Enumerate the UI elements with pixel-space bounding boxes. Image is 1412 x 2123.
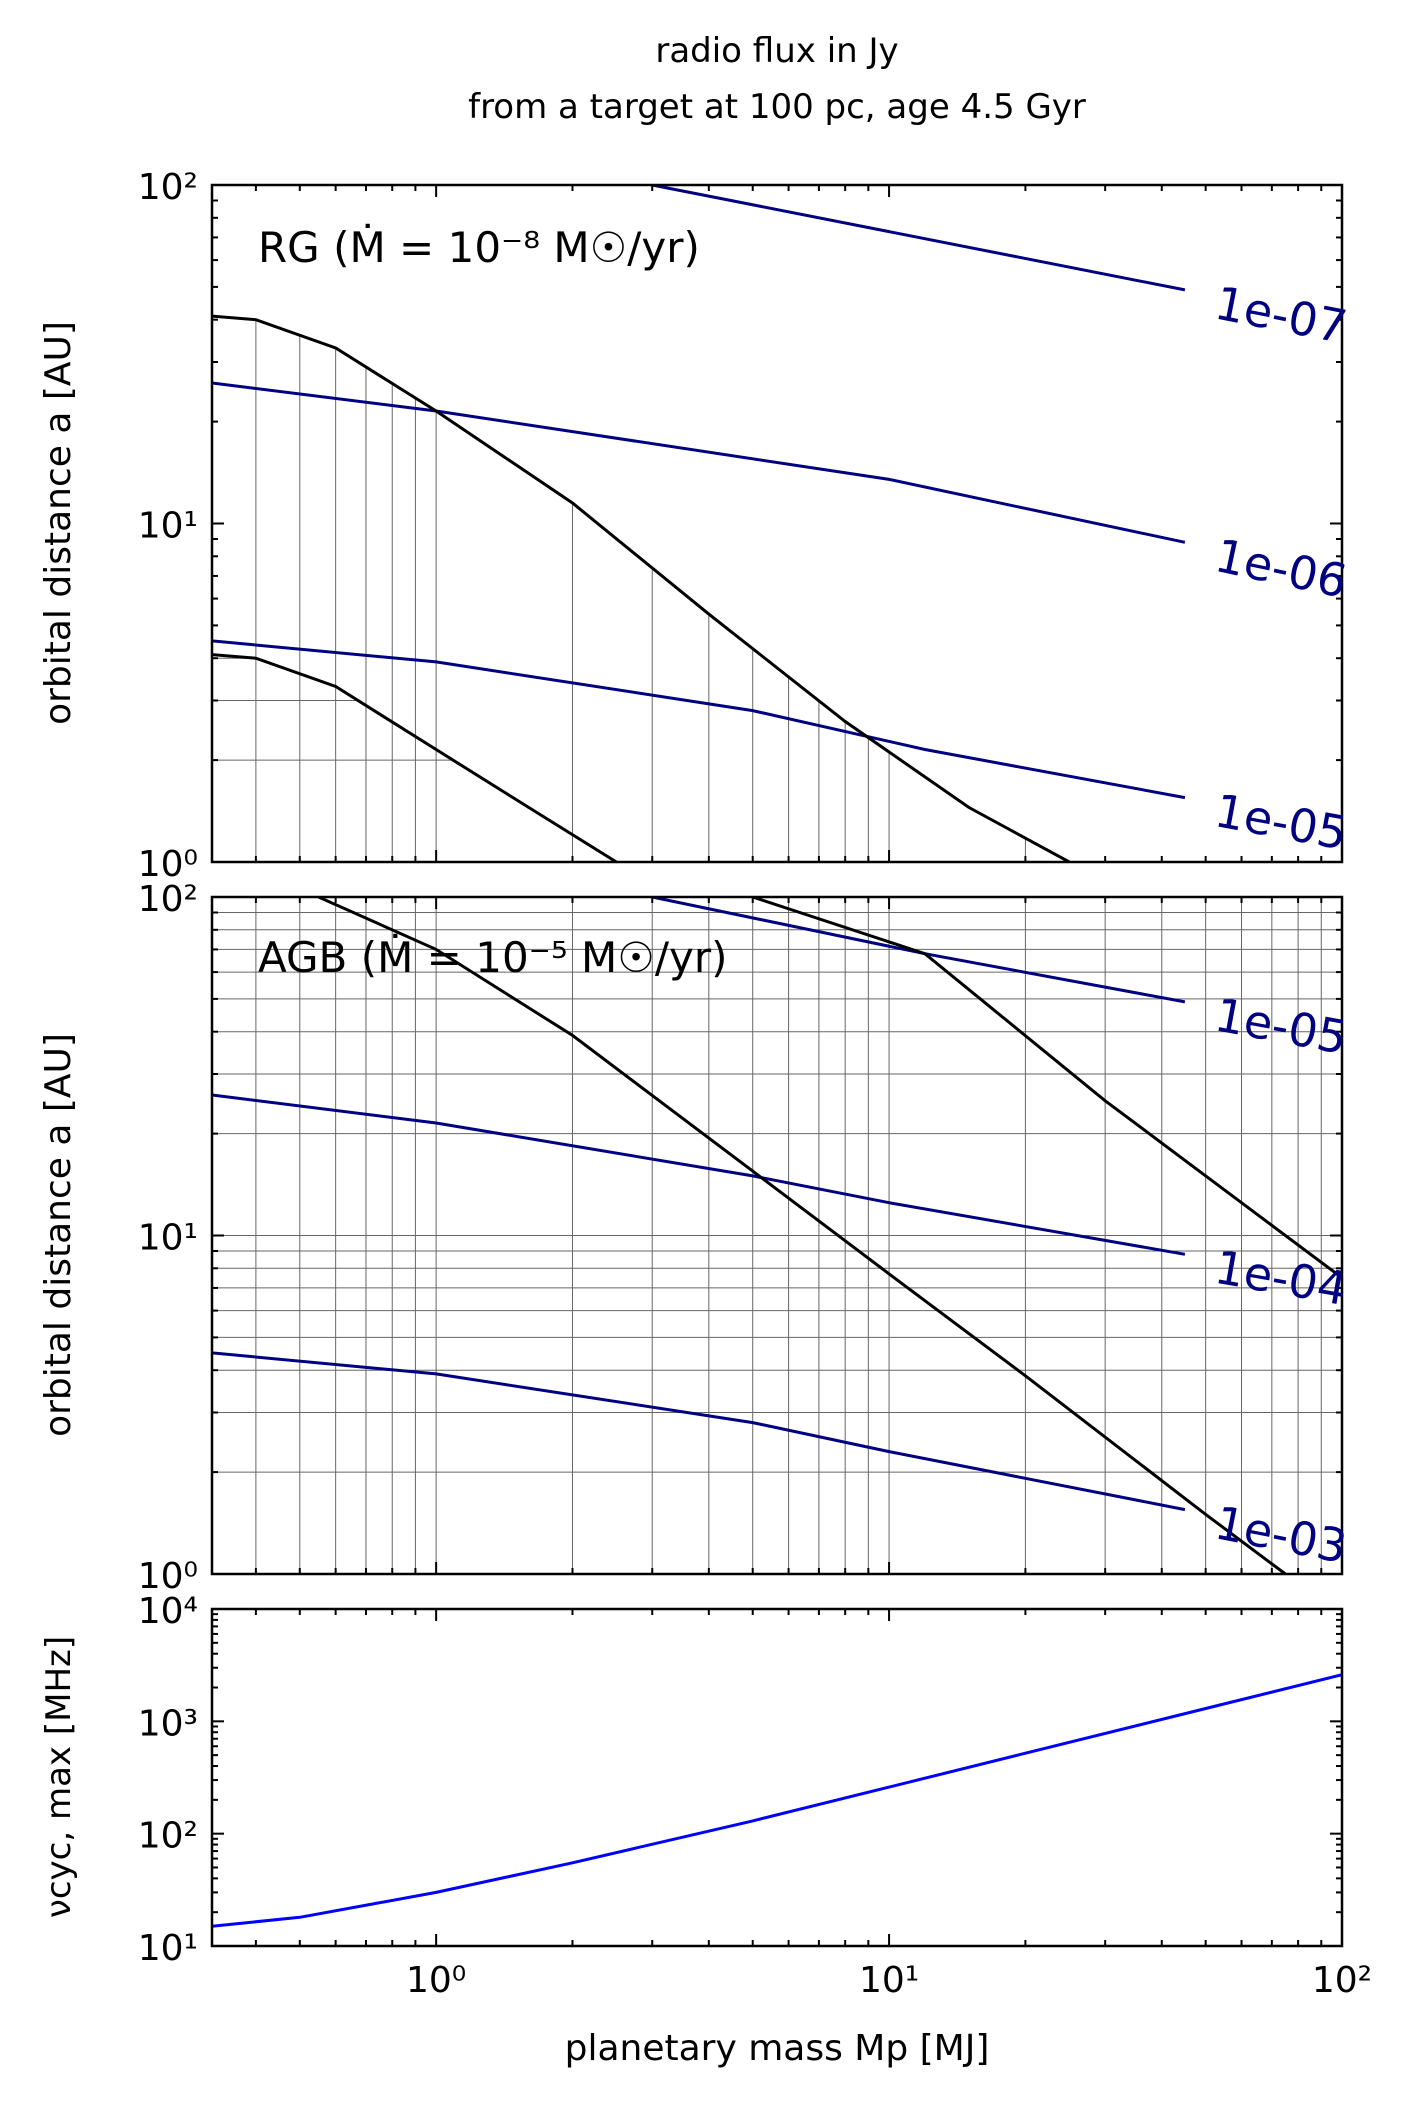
x-tick-label: 10² (1312, 1960, 1372, 2001)
agb-plot-frame (210, 895, 1344, 1576)
cutoff-curve-4 (212, 653, 618, 862)
agb-grid (212, 897, 1342, 1574)
y-tick-label: 10¹ (138, 1928, 198, 1969)
y-tick-label: 10² (138, 1816, 198, 1857)
y-tick-label: 10³ (138, 1703, 198, 1744)
x-tick-label: 10⁰ (406, 1960, 466, 2001)
agb-y-axis-label: orbital distance a [AU] (38, 1033, 79, 1437)
contour-label-2: 1e-05 (1211, 783, 1351, 860)
maximum-cyclotron-frequency-curve-0 (212, 1673, 1342, 1928)
rg-y-axis-label: orbital distance a [AU] (38, 321, 79, 725)
contour-1e-06 (212, 381, 1186, 544)
cutoff-curve-3 (317, 897, 1287, 1574)
contour-1e-05 (212, 639, 1186, 800)
figure-title-line1: radio flux in Jy (655, 31, 898, 71)
rg-curves (212, 185, 1186, 862)
y-tick-label: 10⁰ (138, 844, 198, 885)
cutoff-curve-4 (752, 897, 1342, 1280)
contour-label-1: 1e-06 (1211, 528, 1352, 608)
rg-annotation: RG (Ṁ = 10⁻⁸ M☉/yr) (258, 222, 700, 272)
y-tick-label: 10⁰ (138, 1556, 198, 1597)
cutoff-curve-3 (212, 314, 1071, 862)
x-axis-label: planetary mass Mp [MJ] (565, 2028, 990, 2069)
contour-label-0: 1e-07 (1211, 276, 1352, 355)
x-tick-label: 10¹ (859, 1960, 919, 2001)
contour-label-2: 1e-03 (1211, 1495, 1352, 1574)
figure-title-line2: from a target at 100 pc, age 4.5 Gyr (468, 87, 1086, 127)
rg-contour-labels: 1e-07 1e-06 1e-05 (1211, 276, 1352, 861)
contour-1e-03 (212, 1351, 1186, 1512)
y-tick-label: 10¹ (138, 506, 198, 547)
agb-annotation: AGB (Ṁ = 10⁻⁵ M☉/yr) (258, 932, 728, 982)
rg-y-tick-labels: 10⁰ 10¹ 10² (138, 167, 198, 885)
contour-1e-04 (212, 1093, 1186, 1256)
x-tick-labels: 10⁰ 10¹ 10² (406, 1960, 1372, 2001)
frequency-y-tick-labels: 10¹ 10² 10³ 10⁴ (138, 1591, 198, 1969)
frequency-y-axis-label: νcyc, max [MHz] (39, 1636, 79, 1918)
contour-1e-07 (645, 185, 1186, 292)
frequency-panel: 10¹ 10² 10³ 10⁴ 10⁰ 10¹ 10² νcyc, max [MHz] p… (39, 1591, 1372, 2069)
y-tick-label: 10¹ (138, 1218, 198, 1259)
rg-plot-frame (210, 183, 1344, 864)
frequency-plot-frame (210, 1607, 1344, 1948)
agb-curves (212, 897, 1342, 1574)
y-tick-label: 10² (138, 167, 198, 208)
y-tick-label: 10² (138, 879, 198, 920)
agb-y-tick-labels: 10⁰ 10¹ 10² (138, 879, 198, 1597)
y-tick-label: 10⁴ (138, 1591, 198, 1632)
frequency-ticks (212, 1608, 1343, 1947)
rg-grid (212, 319, 1026, 862)
frequency-curve-group (212, 1673, 1342, 1928)
